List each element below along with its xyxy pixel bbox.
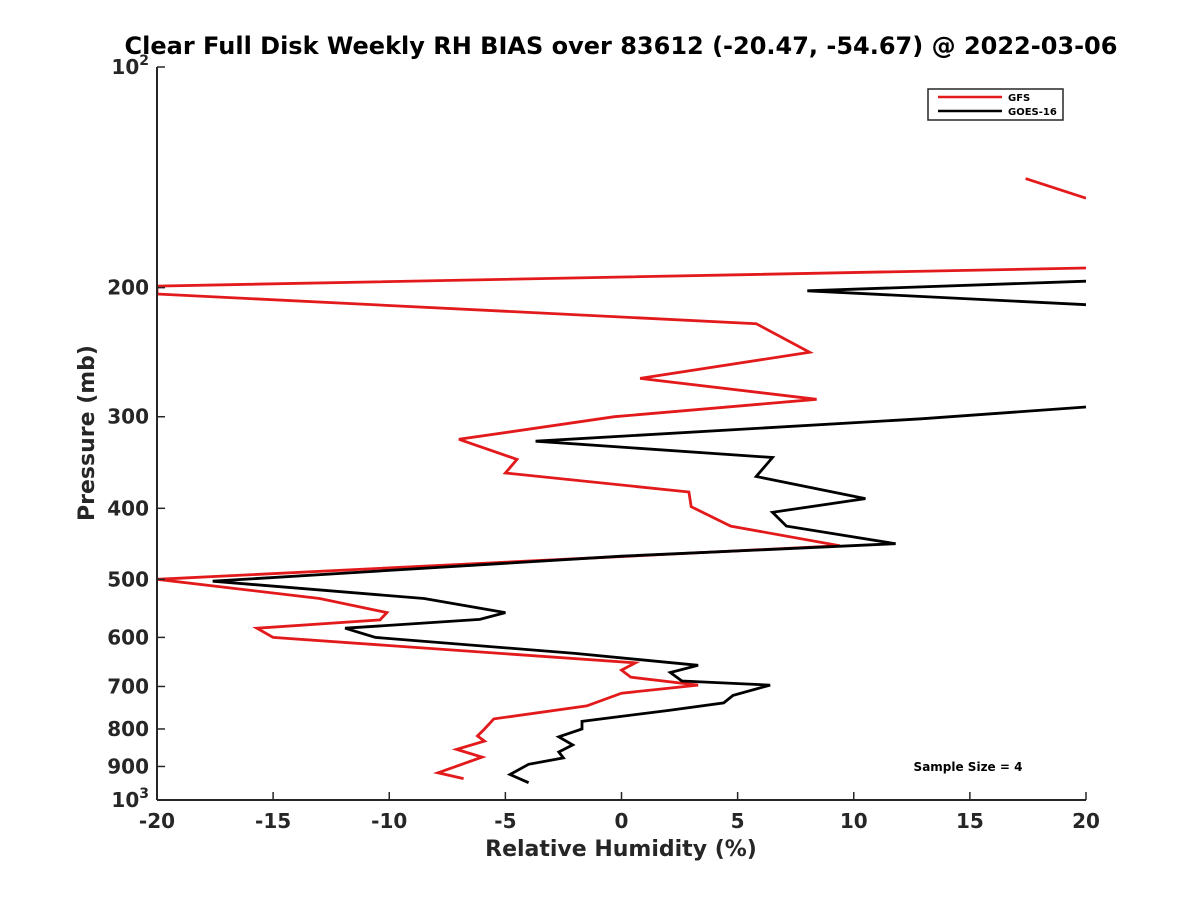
x-tick-label: 20 [1072, 809, 1100, 833]
legend-box [927, 88, 1064, 121]
y-tick-label: 102 [111, 53, 149, 79]
x-tick-label: -20 [139, 809, 175, 833]
x-tick-label: 15 [956, 809, 984, 833]
series-layer [157, 177, 1086, 784]
chart-title: Clear Full Disk Weekly RH BIAS over 8361… [125, 32, 1118, 60]
y-tick-label: 600 [107, 625, 149, 649]
y-tick-label: 800 [107, 717, 149, 741]
y-tick-label: 400 [107, 496, 149, 520]
y-tick-label: 300 [107, 405, 149, 429]
legend: GFS GOES-16 [927, 88, 1064, 121]
y-tick-label: 103 [111, 786, 149, 812]
x-tick-label: 0 [615, 809, 629, 833]
x-tick-label: -5 [494, 809, 516, 833]
series-line-gfs [157, 177, 1086, 780]
legend-label-gfs: GFS [1008, 93, 1030, 104]
sample-size-annotation: Sample Size = 4 [914, 760, 1023, 774]
y-ticks: 102 200 300 400 500 600 700 800 900 103 [107, 53, 165, 812]
y-tick-label: 700 [107, 674, 149, 698]
x-tick-label: 5 [731, 809, 745, 833]
legend-label-goes-16: GOES-16 [1008, 107, 1057, 118]
y-tick-label: 200 [107, 276, 149, 300]
x-ticks: -20 -15 -10 -5 0 5 10 15 20 [139, 792, 1100, 833]
y-axis-label: Pressure (mb) [75, 345, 100, 521]
x-tick-label: -15 [255, 809, 291, 833]
y-tick-label: 500 [107, 567, 149, 591]
x-axis-label: Relative Humidity (%) [485, 837, 757, 862]
x-tick-label: -10 [371, 809, 407, 833]
series-line-goes-16 [212, 279, 1086, 784]
y-tick-label: 900 [107, 754, 149, 778]
x-tick-label: 10 [840, 809, 868, 833]
